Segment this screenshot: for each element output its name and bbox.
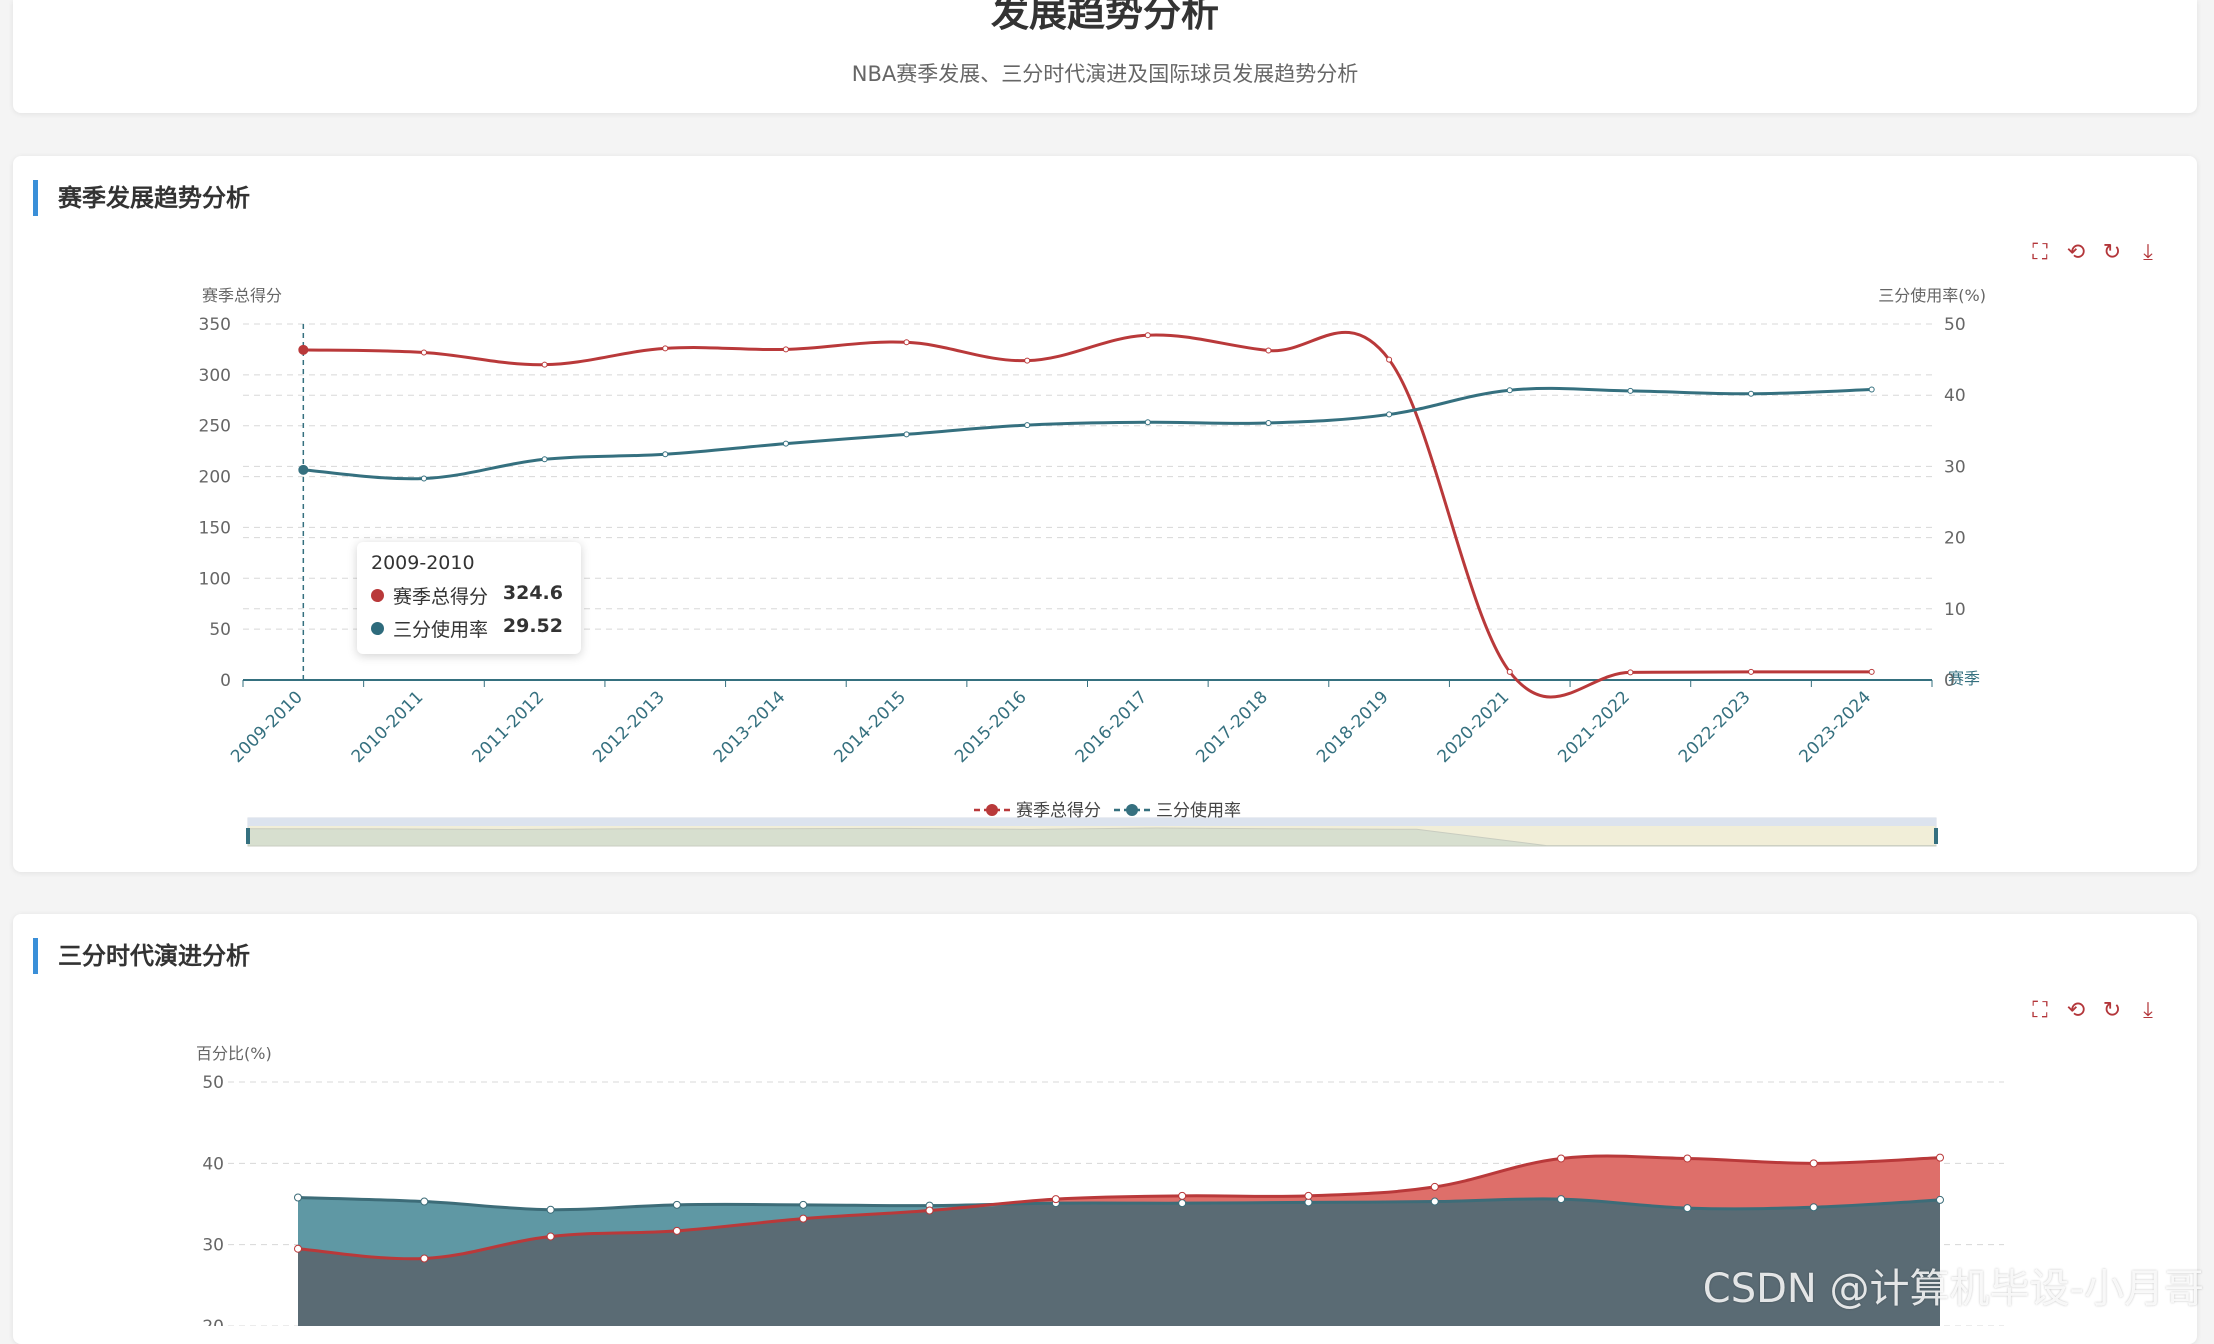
tooltip-series-value: 29.52	[502, 615, 563, 637]
restore-icon[interactable]: ↻	[2102, 240, 2122, 265]
page-subtitle: NBA赛季发展、三分时代演进及国际球员发展趋势分析	[851, 62, 1359, 86]
section-title-2: 三分时代演进分析	[33, 938, 250, 974]
season-trend-card: 赛季发展趋势分析 ⛶ ⟲ ↻ ⤓	[13, 156, 2197, 872]
tooltip-series-name: 赛季总得分	[393, 586, 489, 608]
download-icon[interactable]: ⤓	[2143, 998, 2153, 1023]
watermark: CSDN @计算机毕设-小月哥	[1702, 1266, 2204, 1312]
tooltip-dot	[371, 622, 384, 635]
tooltip-series-name: 三分使用率	[393, 619, 489, 641]
page-title: 发展趋势分析	[990, 0, 1219, 35]
chart1-toolbox: ⛶ ⟲ ↻ ⤓	[2027, 240, 2161, 266]
restore-icon[interactable]: ↻	[2102, 998, 2122, 1023]
tooltip-series-value: 324.6	[502, 582, 563, 604]
tooltip-row: 赛季总得分 324.6	[371, 582, 571, 608]
zoom-icon[interactable]: ⛶	[2032, 998, 2048, 1023]
download-icon[interactable]: ⤓	[2143, 240, 2153, 265]
tooltip-row: 三分使用率 29.52	[371, 615, 571, 641]
zoom-reset-icon[interactable]: ⟲	[2066, 240, 2086, 265]
chart-tooltip: 2009-2010 赛季总得分 324.6 三分使用率 29.52	[357, 542, 581, 654]
tooltip-dot	[371, 589, 384, 602]
header-card: 发展趋势分析 NBA赛季发展、三分时代演进及国际球员发展趋势分析	[13, 0, 2197, 113]
zoom-icon[interactable]: ⛶	[2032, 240, 2048, 265]
chart2-toolbox: ⛶ ⟲ ↻ ⤓	[2027, 998, 2161, 1024]
section-title: 赛季发展趋势分析	[33, 180, 250, 216]
zoom-reset-icon[interactable]: ⟲	[2066, 998, 2086, 1023]
tooltip-title: 2009-2010	[371, 552, 475, 574]
